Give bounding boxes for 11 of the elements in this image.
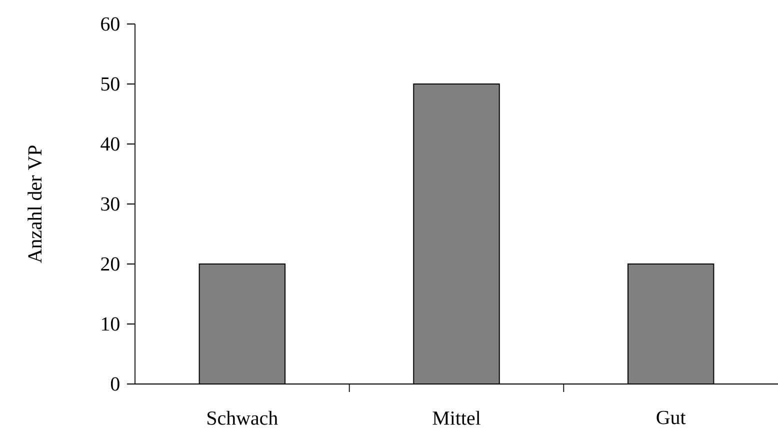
- y-tick-label: 40: [100, 137, 120, 151]
- x-tick-label: Mittel: [432, 410, 480, 425]
- y-tick-label: 0: [110, 377, 120, 391]
- y-tick-label: 10: [102, 317, 120, 331]
- y-tick-label: 20: [101, 257, 120, 271]
- y-tick-label: 60: [101, 17, 120, 31]
- x-tick-label: Gut: [656, 410, 686, 424]
- y-axis-title: Anzahl der VP: [28, 146, 42, 264]
- y-tick-label: 50: [101, 77, 120, 91]
- x-tick-label: Schwach: [208, 410, 278, 425]
- y-tick-label: 30: [101, 197, 120, 211]
